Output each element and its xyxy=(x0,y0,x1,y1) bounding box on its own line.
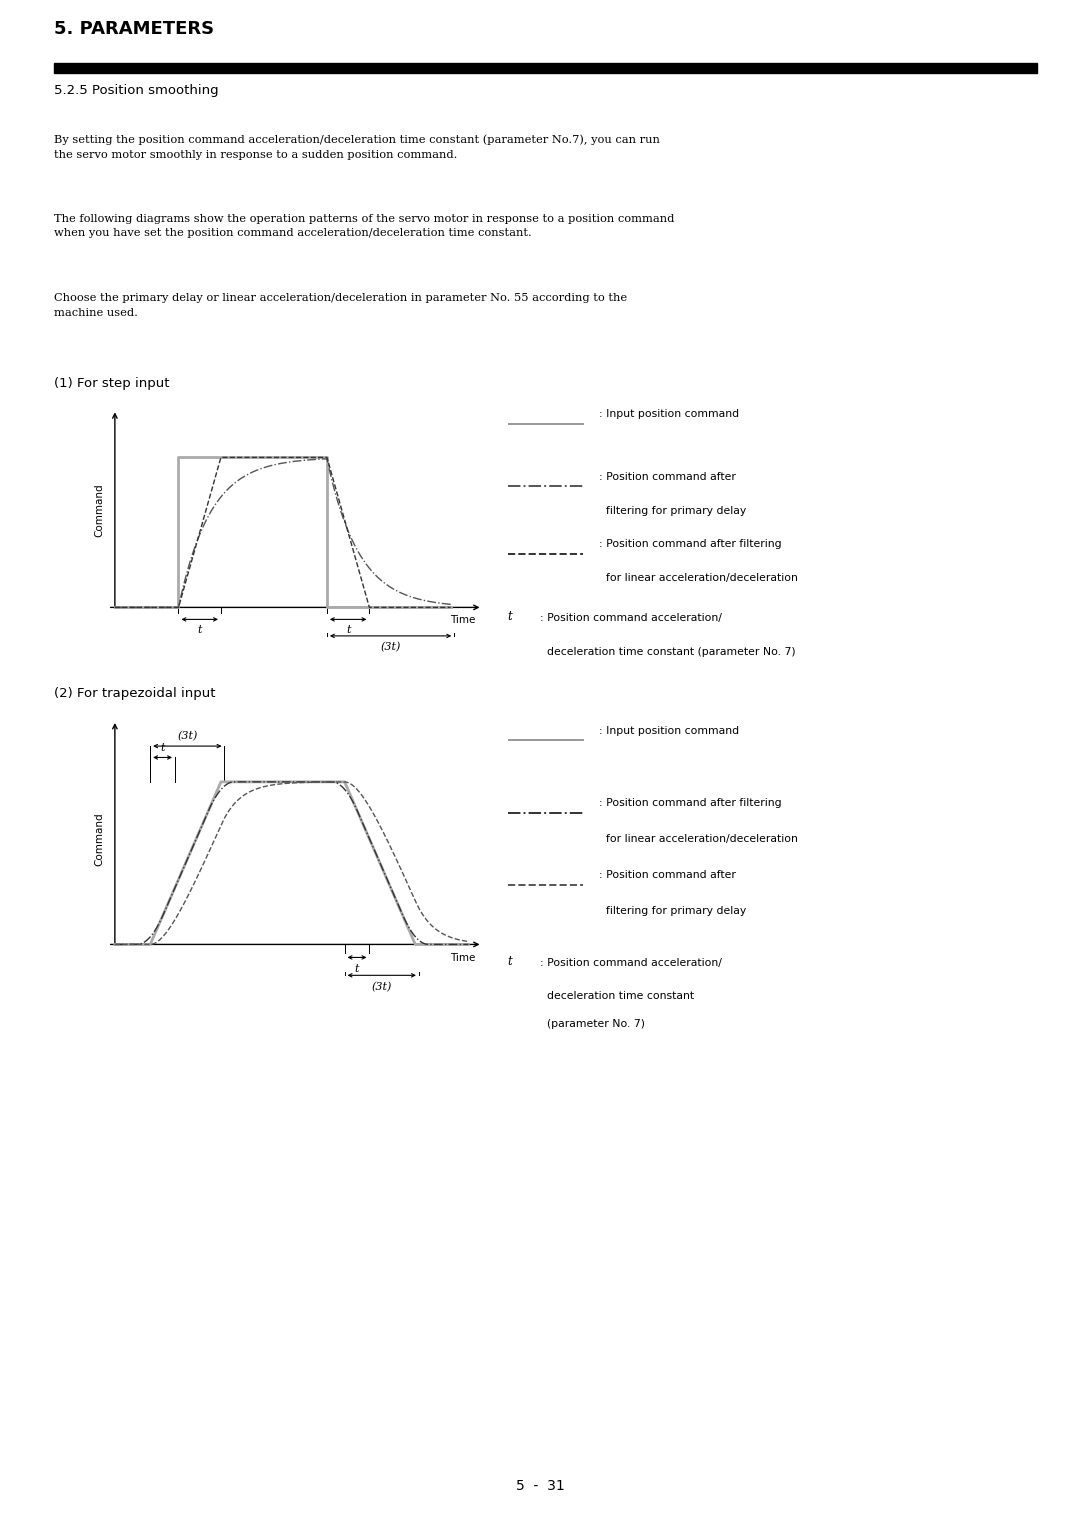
Text: (3t): (3t) xyxy=(372,983,392,992)
Text: Time: Time xyxy=(450,952,475,963)
Text: : Position command after filtering: : Position command after filtering xyxy=(599,798,782,808)
Text: : Input position command: : Input position command xyxy=(599,726,740,736)
Text: t: t xyxy=(160,743,165,753)
Text: : Position command after filtering: : Position command after filtering xyxy=(599,539,782,550)
Text: filtering for primary delay: filtering for primary delay xyxy=(599,906,746,917)
Text: t: t xyxy=(508,955,512,967)
Text: for linear acceleration/deceleration: for linear acceleration/deceleration xyxy=(599,834,798,845)
Text: : Position command after: : Position command after xyxy=(599,869,737,880)
Text: filtering for primary delay: filtering for primary delay xyxy=(599,506,746,515)
Text: : Input position command: : Input position command xyxy=(599,410,740,419)
Text: The following diagrams show the operation patterns of the servo motor in respons: The following diagrams show the operatio… xyxy=(54,214,674,238)
Text: deceleration time constant: deceleration time constant xyxy=(540,992,694,1001)
Text: (3t): (3t) xyxy=(380,642,401,652)
Text: Command: Command xyxy=(94,483,104,536)
Text: t: t xyxy=(354,964,360,973)
Text: Time: Time xyxy=(450,614,475,625)
Text: : Position command after: : Position command after xyxy=(599,472,737,481)
Text: for linear acceleration/deceleration: for linear acceleration/deceleration xyxy=(599,573,798,584)
Text: t: t xyxy=(508,610,512,623)
Text: (parameter No. 7): (parameter No. 7) xyxy=(540,1019,645,1030)
Text: By setting the position command acceleration/deceleration time constant (paramet: By setting the position command accelera… xyxy=(54,134,660,160)
Text: deceleration time constant (parameter No. 7): deceleration time constant (parameter No… xyxy=(540,646,796,657)
Text: t: t xyxy=(198,625,202,636)
Text: t: t xyxy=(346,625,350,636)
Text: (1) For step input: (1) For step input xyxy=(54,377,170,390)
Text: (2) For trapezoidal input: (2) For trapezoidal input xyxy=(54,688,216,700)
Text: (3t): (3t) xyxy=(177,730,198,741)
Text: 5.2.5 Position smoothing: 5.2.5 Position smoothing xyxy=(54,84,218,98)
Text: 5. PARAMETERS: 5. PARAMETERS xyxy=(54,20,214,38)
Text: Choose the primary delay or linear acceleration/deceleration in parameter No. 55: Choose the primary delay or linear accel… xyxy=(54,293,627,318)
Text: Command: Command xyxy=(94,811,104,865)
Text: 5  -  31: 5 - 31 xyxy=(515,1479,565,1493)
Bar xyxy=(54,63,1037,73)
Text: : Position command acceleration/: : Position command acceleration/ xyxy=(540,958,721,967)
Text: : Position command acceleration/: : Position command acceleration/ xyxy=(540,613,721,623)
